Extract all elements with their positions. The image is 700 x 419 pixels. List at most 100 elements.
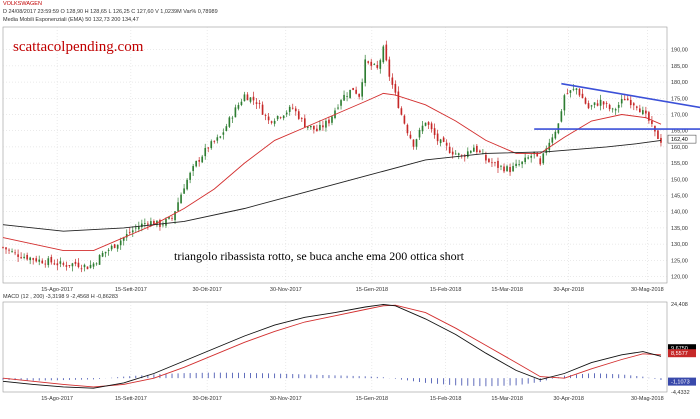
candle-body (225, 126, 228, 131)
candle-body (137, 226, 140, 230)
candle-body (599, 99, 602, 106)
macd-value-label: -1,1073 (671, 380, 690, 386)
candle-body (370, 61, 373, 66)
x-tick-label: 30-Mag-2018 (631, 396, 664, 402)
candle-body (162, 224, 164, 226)
chart-annotation: triangolo ribassista rotto, se buca anch… (174, 249, 464, 263)
candle-body (153, 221, 155, 226)
candle-body (593, 102, 596, 105)
candle-body (608, 104, 611, 110)
x-tick-label: 15-Ago-2017 (41, 396, 73, 402)
candle-body (303, 118, 306, 128)
candle-body (436, 133, 439, 142)
candle-body (258, 102, 261, 104)
candle-body (515, 163, 517, 167)
candle-body (252, 96, 255, 101)
watermark-text: scattacolpending.com (13, 39, 144, 55)
candle-body (20, 257, 22, 259)
candle-body (125, 234, 128, 238)
candle-body (476, 145, 478, 153)
candle-body (62, 263, 65, 265)
candle-body (572, 88, 575, 90)
candle-body (279, 117, 282, 119)
candle-body (297, 111, 300, 119)
candle-body (80, 268, 83, 270)
candle-body (234, 107, 237, 118)
candle-body (433, 128, 436, 136)
candle-body (29, 257, 31, 261)
x-tick-label: 30-Nov-2017 (270, 287, 302, 293)
candle-body (201, 156, 204, 163)
candle-body (479, 150, 481, 153)
candle-body (530, 155, 533, 158)
candle-body (454, 153, 457, 155)
candle-body (412, 139, 415, 147)
candle-body (409, 134, 412, 139)
candle-body (204, 147, 207, 157)
macd-line (2, 304, 662, 389)
candle-body (590, 105, 593, 107)
price-tick-label: 155,00 (671, 161, 688, 167)
candle-body (439, 139, 442, 144)
price-tick-label: 145,00 (671, 194, 688, 200)
candle-body (38, 259, 41, 262)
x-tick-label: 30-Ott-2017 (192, 287, 221, 293)
candle-body (521, 161, 523, 165)
candle-body (349, 89, 351, 98)
candle-body (463, 156, 466, 157)
candle-body (388, 59, 391, 77)
x-tick-label: 15-Sett-2017 (115, 287, 147, 293)
candle-body (98, 255, 101, 265)
candle-body (512, 166, 514, 172)
x-tick-label: 15-Gen-2018 (356, 287, 388, 293)
candle-body (651, 120, 653, 124)
candle-body (285, 112, 288, 115)
candle-body (32, 258, 35, 260)
candle-body (255, 102, 258, 104)
candle-body (249, 97, 252, 102)
candle-body (44, 263, 47, 265)
candle-body (518, 164, 520, 166)
price-tick-label: 175,00 (671, 96, 688, 102)
candle-body (219, 136, 222, 138)
candle-body (648, 112, 650, 121)
candle-body (602, 101, 605, 105)
candle-body (74, 261, 77, 264)
x-tick-label: 15-Gen-2018 (356, 396, 388, 402)
candle-body (491, 162, 493, 164)
candle-body (174, 211, 176, 221)
candle-body (542, 153, 545, 164)
candle-body (228, 117, 231, 127)
candle-body (150, 221, 152, 226)
candle-body (189, 172, 191, 180)
candle-body (159, 219, 161, 227)
candle-body (584, 98, 587, 104)
candle-body (14, 252, 16, 254)
price-tick-label: 140,00 (671, 210, 688, 216)
macd-value-tag (668, 344, 696, 353)
candle-body (400, 108, 403, 115)
candle-body (394, 83, 397, 93)
candle-body (427, 122, 430, 125)
candle-body (47, 258, 50, 266)
ema50-line (2, 92, 662, 252)
candle-body (26, 254, 28, 260)
candle-body (629, 99, 632, 106)
candle-body (391, 77, 394, 85)
candle-body (231, 117, 234, 119)
candle-body (545, 148, 548, 153)
price-tick-label: 150,00 (671, 177, 688, 183)
candle-body (569, 90, 572, 93)
candle-body (379, 60, 382, 69)
candle-body (497, 160, 499, 168)
candle-body (397, 91, 400, 109)
candle-body (35, 258, 38, 262)
candle-body (488, 158, 490, 162)
candle-body (119, 240, 122, 246)
candle-body (213, 140, 216, 142)
macd-signal-line (2, 304, 662, 388)
x-tick-label: 30-Apr-2018 (553, 287, 584, 293)
candle-body (445, 142, 448, 146)
candle-body (50, 256, 53, 263)
